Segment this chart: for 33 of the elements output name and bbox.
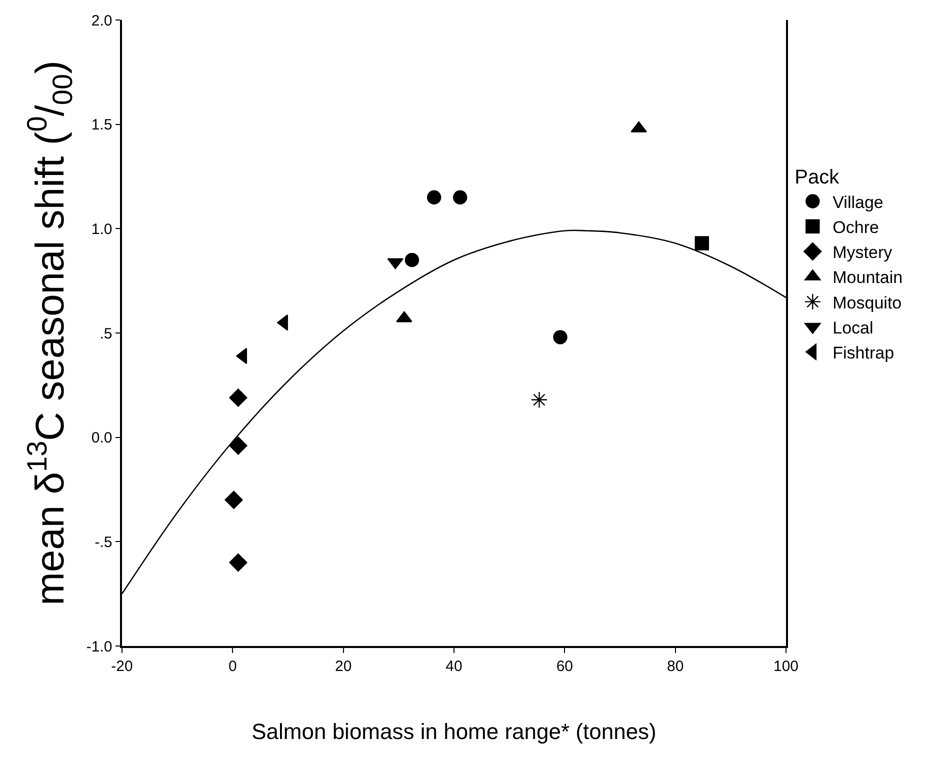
y-tick-label: 2.0 [91, 12, 112, 30]
legend-label: Ochre [832, 218, 879, 237]
point [530, 391, 548, 408]
point [404, 252, 420, 268]
point [452, 190, 468, 204]
legend-label: Fishtrap [832, 344, 894, 362]
point [229, 553, 248, 572]
x-tick-label: 0 [228, 658, 237, 675]
legend-label: Mystery [832, 243, 893, 262]
point [229, 388, 248, 407]
y-tick-label: -.5 [94, 534, 112, 551]
point [426, 190, 442, 204]
y-tick-label: 1.0 [91, 220, 112, 238]
x-tick-label: 60 [556, 658, 574, 675]
y-tick-label: -1.0 [86, 638, 112, 656]
legend-label: Local [832, 318, 874, 338]
x-tick-label: 100 [773, 658, 799, 675]
x-tick-label: 40 [446, 658, 462, 675]
y-tick-label: 0.0 [91, 430, 112, 447]
y-tick-label: .5 [100, 325, 112, 342]
x-axis-title: Salmon biomass in home range* (tonnes) [252, 719, 656, 744]
legend-label: Mountain [832, 268, 903, 288]
x-tick-label: 80 [666, 658, 684, 675]
legend-label: Mosquito [832, 293, 902, 312]
x-tick-label: 20 [334, 658, 352, 675]
legend-title: Pack [794, 166, 840, 189]
point [224, 490, 243, 509]
point [553, 330, 568, 344]
legend-label: Village [832, 192, 884, 212]
point [229, 436, 248, 455]
x-tick-label: -20 [111, 658, 133, 675]
y-tick-label: 1.5 [91, 116, 112, 134]
point [694, 236, 709, 250]
